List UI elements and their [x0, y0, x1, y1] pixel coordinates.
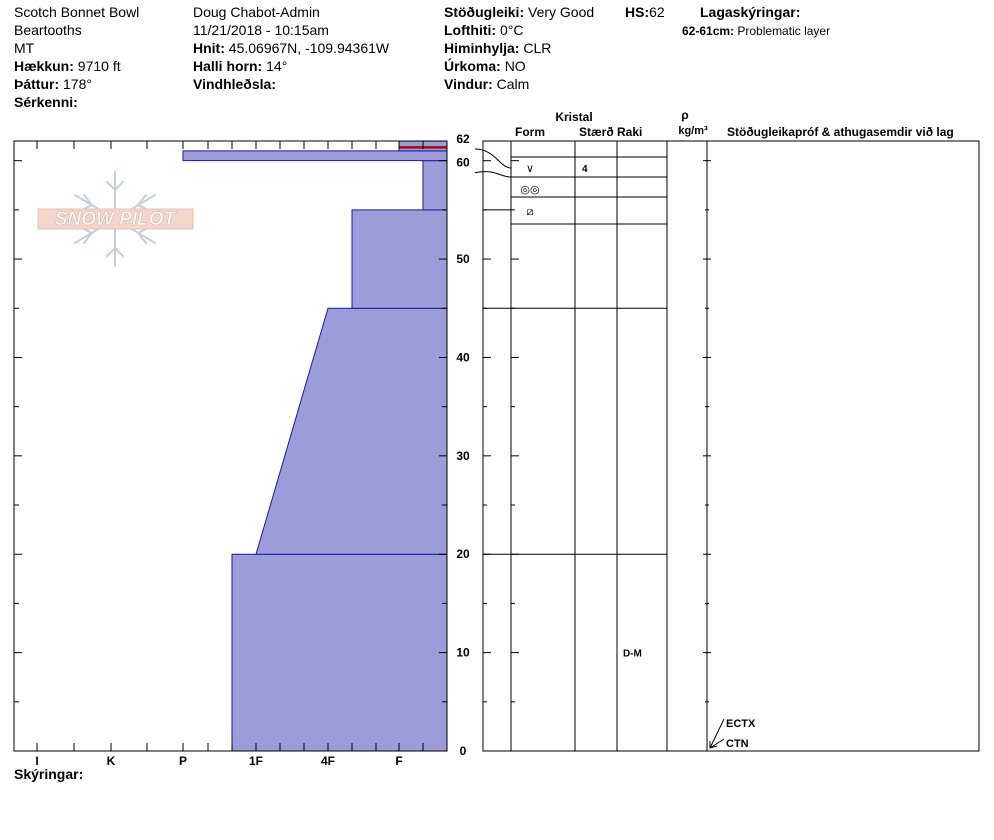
- size-value-0: 4: [582, 164, 588, 175]
- aspect-label: Þáttur:: [14, 76, 60, 92]
- state-name: MT: [14, 40, 35, 56]
- form-symbol-2: ⧄: [527, 206, 534, 218]
- header-conditions-info: Stöðugleiki: Very Good Lofthiti: 0°C Him…: [444, 3, 594, 93]
- layer-notes-label: Lagaskýringar:: [700, 4, 801, 20]
- y-tick-label-60: 60: [456, 156, 470, 170]
- features-field: Sérkenni:: [14, 93, 139, 111]
- layer-note-text: Problematic layer: [737, 24, 831, 38]
- size-header: Stærð: [579, 125, 614, 139]
- y-tick-label-10: 10: [456, 646, 470, 660]
- layer-note-range: 62-61cm:: [682, 24, 735, 38]
- top-tick-marks: [36, 141, 424, 149]
- test-label-ectx: ECTX: [726, 718, 756, 730]
- moisture-note: D-M: [623, 649, 642, 660]
- elevation-field: Hækkun: 9710 ft: [14, 57, 139, 75]
- tests-header: Stöðugleikapróf & athugasemdir við lag: [727, 125, 954, 139]
- precip-field: Úrkoma: NO: [444, 57, 594, 75]
- hardness-layer-4: [182, 150, 448, 162]
- y-tick-label-40: 40: [456, 350, 470, 364]
- header-site-info: Scotch Bonnet Bowl Beartooths MT Hækkun:…: [14, 3, 139, 111]
- precip-label: Úrkoma:: [444, 58, 501, 74]
- hs-field: HS:62: [625, 3, 665, 21]
- observer-name: Doug Chabot-Admin: [193, 4, 320, 20]
- sky-field: Himinhylja: CLR: [444, 39, 594, 57]
- test-arrow-1: [709, 738, 725, 749]
- x-tick-label-K: K: [107, 754, 116, 768]
- hardness-plot-frame: [13, 140, 448, 752]
- x-tick-label-I: I: [35, 754, 38, 768]
- aspect-value: 178°: [63, 76, 92, 92]
- wind-label: Vindur:: [444, 76, 493, 92]
- sky-label: Himinhylja:: [444, 40, 520, 56]
- test-arrow-head: [709, 741, 718, 749]
- coords-field: Hnit: 45.06967N, -109.94361W: [193, 39, 389, 57]
- features-label: Sérkenni:: [14, 94, 78, 110]
- x-tick-label-P: P: [179, 754, 187, 768]
- slope-field: Halli horn: 14°: [193, 57, 389, 75]
- slope-value: 14°: [266, 58, 288, 74]
- slope-label: Halli horn:: [193, 58, 263, 74]
- crystal-header: Kristal: [555, 110, 592, 124]
- wind-value: Calm: [496, 76, 530, 92]
- stability-field: Stöðugleiki: Very Good: [444, 3, 594, 21]
- x-tick-label-1F: 1F: [249, 754, 263, 768]
- range-name: Beartooths: [14, 22, 82, 38]
- header-observation-info: Doug Chabot-Admin 11/21/2018 - 10:15am H…: [193, 3, 389, 93]
- y-tick-label-50: 50: [456, 252, 470, 266]
- stability-label: Stöðugleiki:: [444, 4, 525, 20]
- y-tick-label-20: 20: [456, 547, 470, 561]
- form-symbol-0: ∨: [526, 163, 534, 175]
- wind-loading-label: Vindhleðsla:: [193, 76, 276, 92]
- layer-table-frame: [482, 140, 980, 752]
- form-symbol-1: ◎◎: [520, 184, 539, 196]
- wind-loading-field: Vindhleðsla:: [193, 75, 389, 93]
- layer-note: 62-61cm: Problematic layer: [682, 22, 830, 40]
- aspect-field: Þáttur: 178°: [14, 75, 139, 93]
- precip-value: NO: [504, 58, 526, 74]
- hardness-layer-0: [231, 553, 448, 752]
- hardness-layer-1: [255, 307, 448, 555]
- depth-connector-60: [474, 171, 512, 178]
- coords-label: Hnit:: [193, 40, 225, 56]
- air-temp-value: 0°C: [499, 22, 524, 38]
- density-rho-header: ρ: [681, 108, 688, 122]
- elevation-value: 9710 ft: [77, 58, 121, 74]
- hardness-layer-2: [351, 209, 448, 309]
- location-name: Scotch Bonnet Bowl: [14, 4, 140, 20]
- wind-field: Vindur: Calm: [444, 75, 594, 93]
- layer-table-ticks: [483, 160, 711, 752]
- air-temp-field: Lofthiti: 0°C: [444, 21, 594, 39]
- test-label-ctn: CTN: [726, 738, 749, 750]
- depth-connector-62: [474, 148, 512, 169]
- x-tick-label-4F: 4F: [321, 754, 335, 768]
- observation-datetime: 11/21/2018 - 10:15am: [193, 22, 329, 38]
- y-tick-label-62: 62: [456, 132, 470, 146]
- hardness-profile: [182, 140, 448, 752]
- logo-band: [37, 208, 194, 230]
- x-axis: I K P 1F 4F F: [35, 743, 424, 768]
- stability-tests: ECTX CTN: [709, 718, 756, 750]
- x-tick-label-F: F: [395, 754, 402, 768]
- logo-text: SNOW PILOT: [55, 209, 177, 230]
- notes-label: Skýringar:: [14, 766, 84, 782]
- air-temp-label: Lofthiti:: [444, 22, 497, 38]
- y-tick-label-0: 0: [460, 744, 467, 758]
- form-header: Form: [515, 125, 545, 139]
- elevation-label: Hækkun:: [14, 58, 74, 74]
- sky-value: CLR: [523, 40, 552, 56]
- test-arrow-0: [709, 718, 725, 749]
- y-tick-label-30: 30: [456, 449, 470, 463]
- hardness-layer-3: [422, 160, 448, 211]
- snowpilot-logo: SNOW PILOT: [37, 171, 194, 267]
- hs-label: HS:: [625, 4, 650, 20]
- coords-value: 45.06967N, -109.94361W: [228, 40, 390, 56]
- hs-value: 62: [649, 4, 665, 20]
- y-axis: 0 10 20 30 40 50 60 62: [14, 132, 512, 758]
- density-unit-header: kg/m³: [678, 125, 708, 137]
- stability-value: Very Good: [528, 4, 595, 20]
- moisture-header: Raki: [617, 125, 642, 139]
